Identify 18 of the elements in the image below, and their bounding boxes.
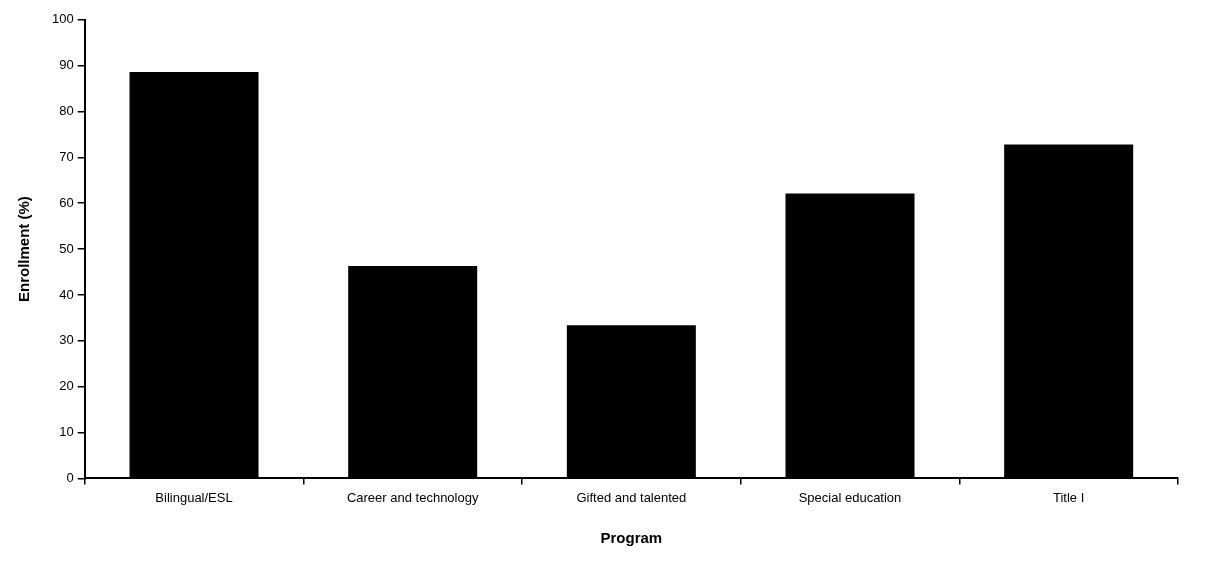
y-tick-label: 20 [59, 378, 74, 394]
y-tick-label: 0 [66, 469, 74, 485]
x-tick-label: Career and technology [346, 489, 479, 505]
y-tick-label: 80 [59, 103, 74, 119]
x-axis-title: Program [600, 529, 663, 547]
y-tick-label: 50 [59, 240, 74, 256]
y-tick-label: 70 [59, 148, 74, 164]
y-tick-label: 90 [59, 57, 74, 73]
y-axis-title: Enrollment (%) [15, 196, 33, 303]
x-tick-label: Title I [1053, 489, 1085, 505]
y-tick-label: 60 [59, 194, 74, 210]
x-tick-label: Bilingual/ESL [155, 489, 233, 505]
y-tick-label: 100 [51, 11, 74, 27]
y-tick-label: 10 [59, 424, 74, 440]
x-tick-label: Gifted and talented [576, 489, 687, 505]
x-tick-label: Special education [798, 489, 902, 505]
y-tick-label: 30 [59, 332, 74, 348]
y-tick-label: 40 [59, 286, 74, 302]
